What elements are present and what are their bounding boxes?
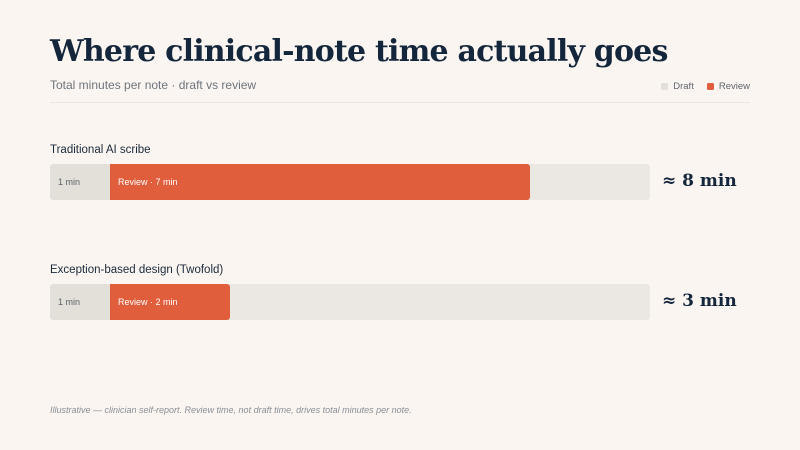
bar-draft-traditional: 1 min [50, 164, 110, 200]
total-label-twofold: ≈ 3 min [662, 291, 737, 311]
bar-review-twofold: Review · 2 min [110, 284, 230, 320]
header-divider [50, 102, 750, 103]
data-label-draft-traditional: 1 min [58, 177, 81, 187]
data-label-review-traditional: Review · 7 min [118, 177, 178, 187]
legend-label-review: Review [718, 81, 750, 92]
data-label-draft-twofold: 1 min [58, 297, 81, 307]
row-label-twofold: Exception-based design (Twofold) [50, 264, 224, 276]
legend-label-draft: Draft [673, 81, 694, 92]
bar-review-traditional: Review · 7 min [110, 164, 530, 200]
bar-track-traditional: 1 min Review · 7 min [50, 164, 650, 200]
bar-track-twofold: 1 min Review · 2 min [50, 284, 650, 320]
legend: Draft Review [661, 81, 750, 92]
bar-draft-twofold: 1 min [50, 284, 110, 320]
legend-item-review: Review [706, 81, 750, 92]
chart-title: Where clinical-note time actually goes [50, 34, 668, 69]
total-label-traditional: ≈ 8 min [662, 171, 737, 191]
legend-item-draft: Draft [661, 81, 694, 92]
legend-swatch-review [706, 83, 714, 90]
row-label-traditional: Traditional AI scribe [50, 144, 151, 156]
footnote: Illustrative — clinician self-report. Re… [50, 405, 412, 415]
data-label-review-twofold: Review · 2 min [118, 297, 178, 307]
chart-subtitle: Total minutes per note · draft vs review [50, 78, 257, 92]
legend-swatch-draft [661, 83, 669, 90]
